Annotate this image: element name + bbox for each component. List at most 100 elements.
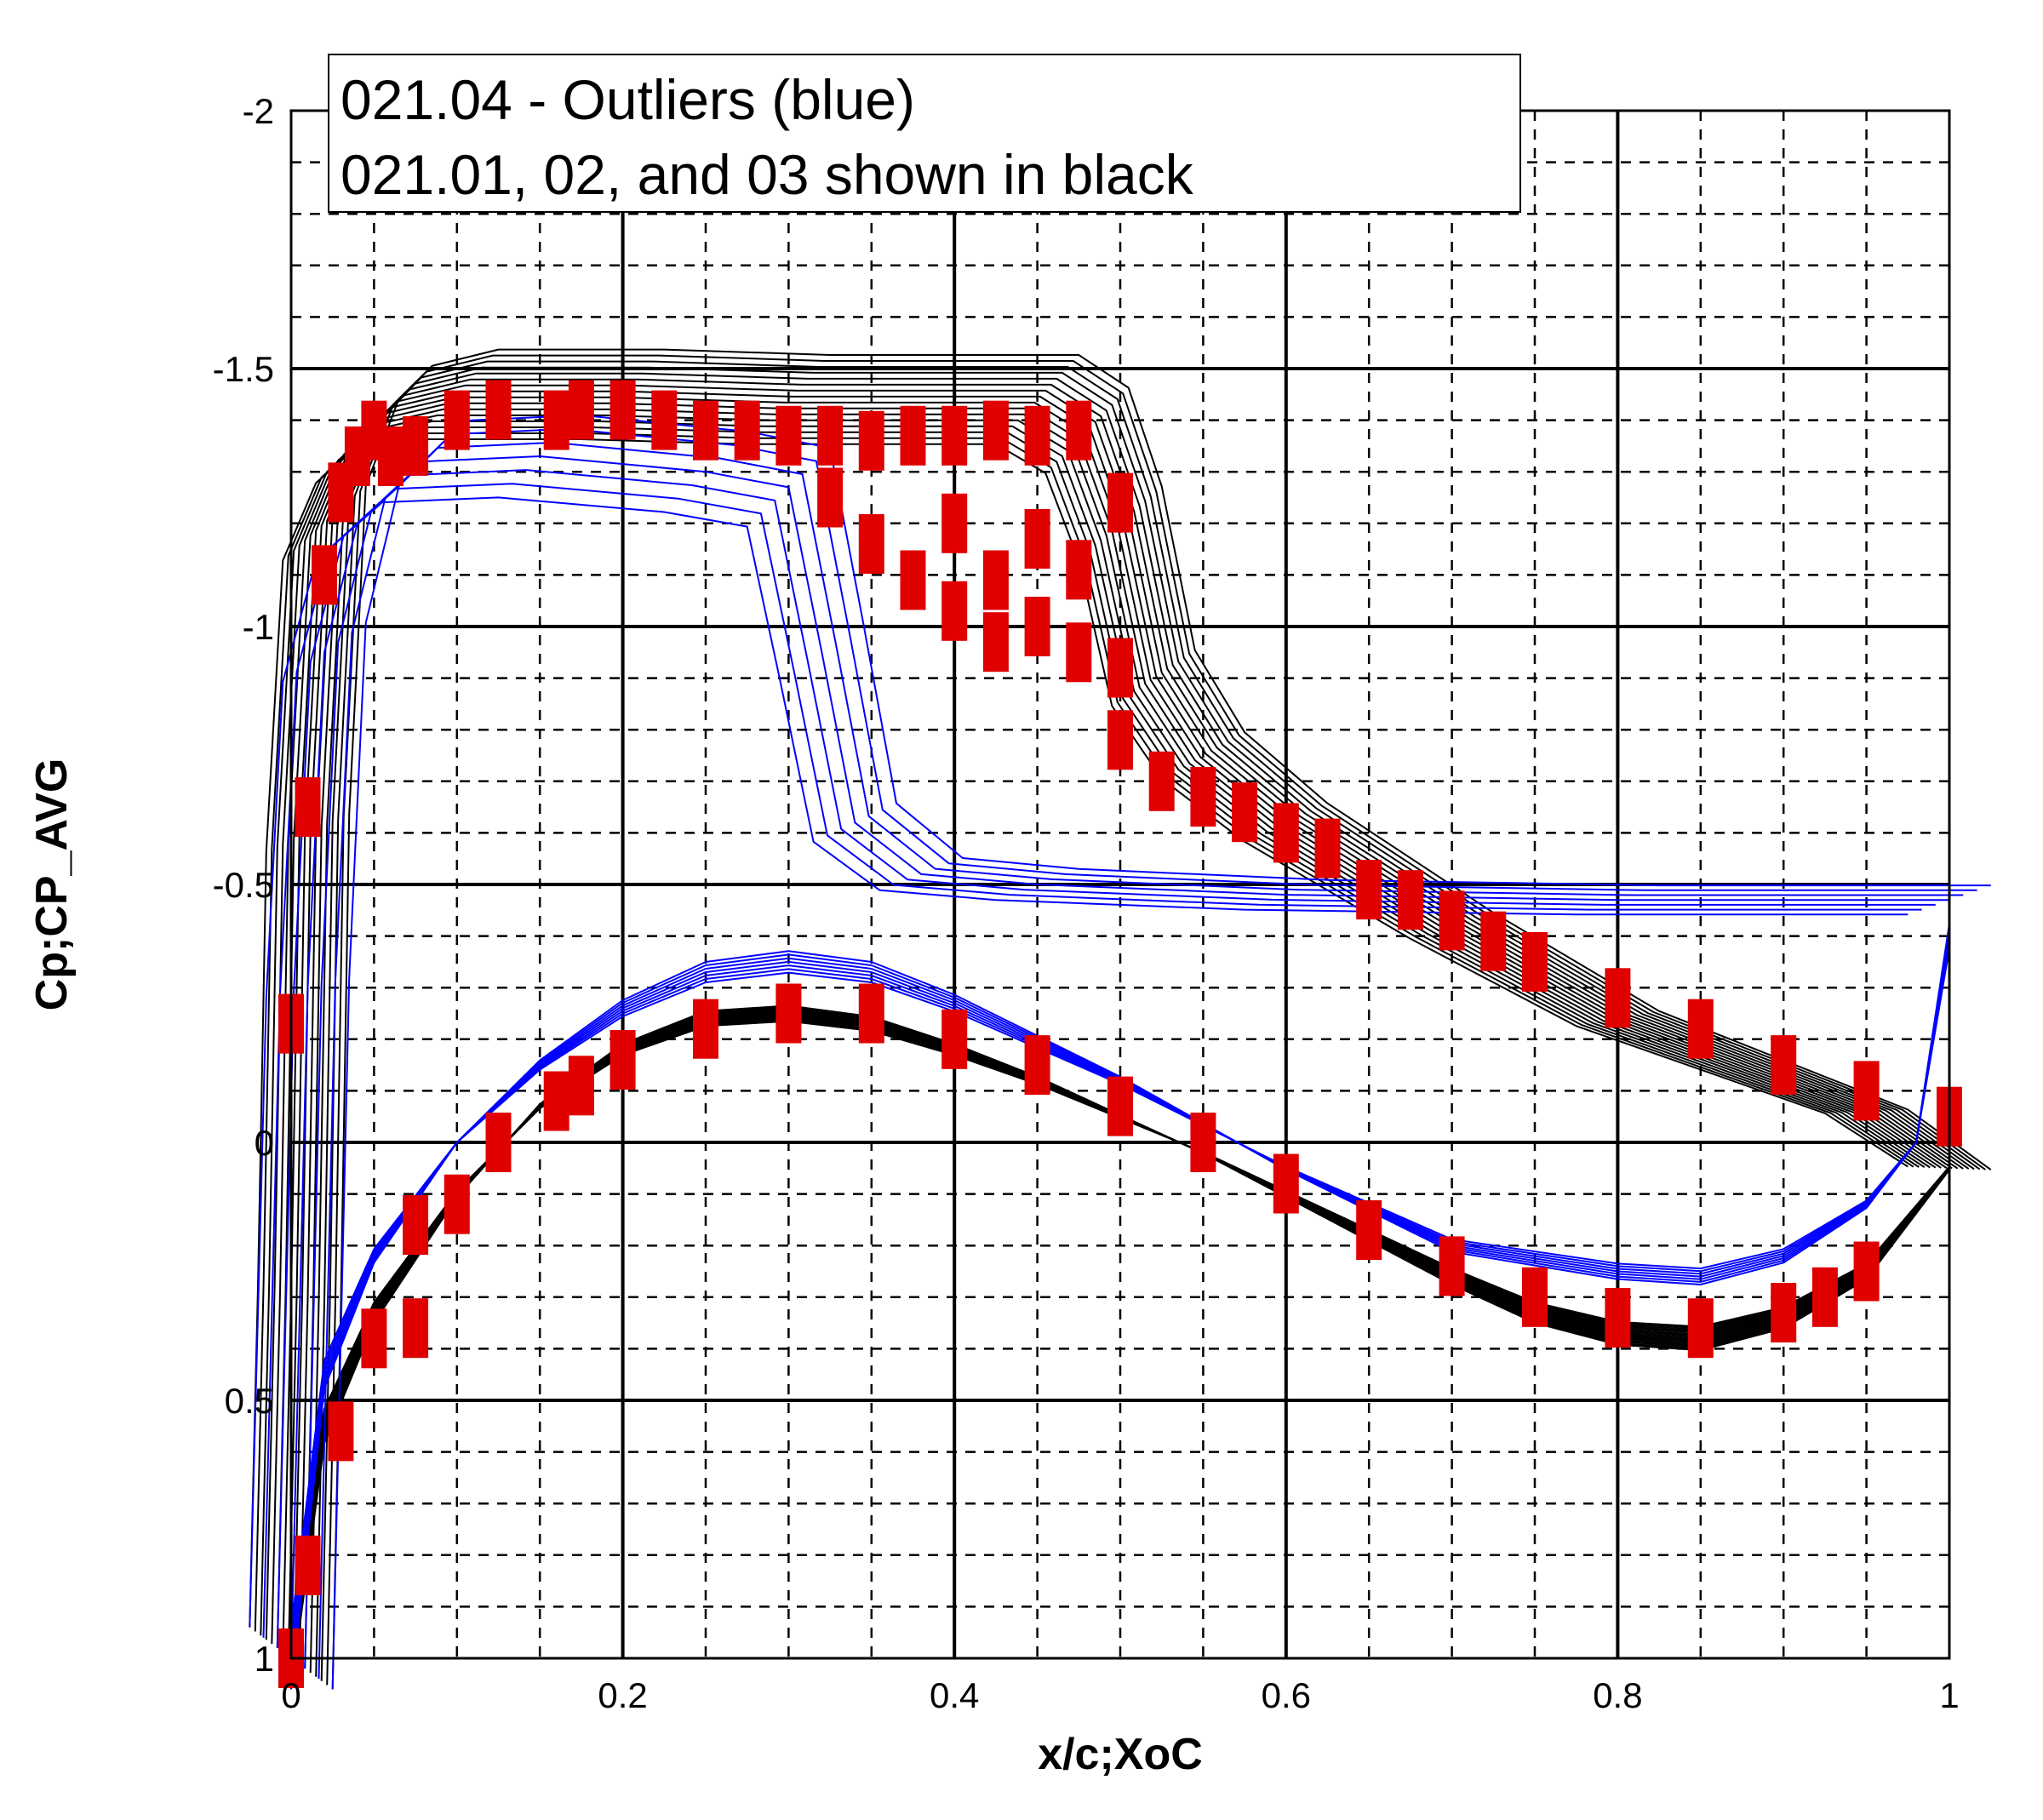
experiment-separated-marker bbox=[858, 514, 884, 574]
experiment-upper-marker bbox=[1232, 782, 1258, 843]
y-tick-label: -0.5 bbox=[213, 865, 274, 905]
experiment-upper-marker bbox=[568, 380, 594, 440]
experiment-lower-marker bbox=[693, 999, 718, 1059]
experiment-upper-marker bbox=[543, 390, 569, 450]
experiment-markers bbox=[278, 380, 1962, 1688]
experiment-separated-marker bbox=[1024, 509, 1050, 569]
experiment-separated-marker bbox=[941, 493, 968, 553]
experiment-lower-marker bbox=[1853, 1241, 1880, 1302]
experiment-lower-marker bbox=[1107, 1076, 1133, 1136]
experiment-separated-marker bbox=[1107, 472, 1133, 533]
experiment-upper-marker bbox=[651, 390, 678, 450]
x-axis-title: x/c;XoC bbox=[1038, 1730, 1203, 1779]
experiment-separated-marker bbox=[1066, 540, 1092, 600]
experiment-lower-marker bbox=[1356, 1200, 1382, 1260]
experiment-lower-marker bbox=[1771, 1283, 1797, 1342]
experiment-upper-marker bbox=[1522, 931, 1548, 992]
experiment-upper-marker bbox=[1273, 803, 1299, 863]
legend-line-2: 021.01, 02, and 03 shown in black bbox=[340, 143, 1194, 206]
experiment-upper-marker bbox=[1190, 767, 1216, 827]
series-line-blue-upper bbox=[318, 427, 1977, 1680]
series-line-black-upper bbox=[326, 354, 1986, 1686]
experiment-separated-marker bbox=[941, 581, 968, 641]
experiment-upper-marker bbox=[1605, 968, 1631, 1028]
x-tick-label: 0.8 bbox=[1593, 1675, 1642, 1715]
experiment-upper-marker bbox=[900, 405, 926, 466]
experiment-upper-marker bbox=[817, 405, 844, 466]
experiment-lower-marker bbox=[568, 1056, 594, 1116]
experiment-upper-marker bbox=[1356, 860, 1382, 920]
experiment-separated-marker bbox=[982, 612, 1009, 672]
experiment-lower-marker bbox=[1190, 1113, 1216, 1172]
experiment-lower-marker bbox=[1439, 1236, 1465, 1296]
ticks: 0 0.2 0.4 0.6 0.8 1 -2 -1.5 -1 -0.5 0 0.5 1 bbox=[213, 91, 1960, 1715]
experiment-lower-marker bbox=[1687, 1298, 1714, 1359]
experiment-upper-marker bbox=[1148, 751, 1175, 811]
legend-line-1: 021.04 - Outliers (blue) bbox=[340, 68, 915, 131]
experiment-upper-marker bbox=[609, 380, 636, 440]
series-line-blue-upper bbox=[304, 441, 1964, 1669]
experiment-upper-marker bbox=[1853, 1061, 1880, 1121]
experiment-upper-marker bbox=[1439, 890, 1465, 951]
experiment-lower-marker bbox=[543, 1071, 569, 1131]
experiment-lower-marker bbox=[1273, 1153, 1299, 1214]
y-tick-label: 0 bbox=[255, 1123, 274, 1163]
experiment-upper-marker bbox=[1480, 911, 1507, 971]
experiment-lower-marker bbox=[858, 983, 884, 1044]
series-line-black-upper bbox=[271, 414, 1931, 1645]
experiment-lower-marker bbox=[328, 1401, 354, 1462]
y-tick-label: -1.5 bbox=[213, 349, 274, 389]
y-axis-title: Cp;CP_AVG bbox=[27, 758, 77, 1011]
experiment-upper-marker bbox=[775, 405, 802, 466]
experiment-upper-marker bbox=[295, 777, 321, 838]
experiment-upper-marker bbox=[1771, 1035, 1797, 1096]
experiment-lower-marker bbox=[1811, 1267, 1838, 1327]
series-line-blue-upper bbox=[276, 469, 1936, 1648]
experiment-upper-marker bbox=[377, 426, 403, 486]
experiment-upper-marker bbox=[693, 400, 718, 461]
legend: 021.04 - Outliers (blue) 021.01, 02, and… bbox=[328, 54, 1521, 213]
experiment-upper-marker bbox=[1024, 405, 1050, 466]
series-line-blue-lower bbox=[290, 923, 1950, 1690]
grid bbox=[291, 111, 1949, 1658]
x-tick-label: 0.4 bbox=[930, 1675, 979, 1715]
experiment-upper-marker bbox=[1397, 870, 1423, 930]
experiment-lower-marker bbox=[941, 1009, 968, 1069]
series-line-blue-upper bbox=[290, 455, 1949, 1659]
x-tick-label: 0.6 bbox=[1262, 1675, 1311, 1715]
y-tick-label: -2 bbox=[243, 91, 274, 131]
series-line-black-upper bbox=[276, 408, 1937, 1648]
experiment-lower-marker bbox=[775, 983, 802, 1044]
experiment-lower-marker bbox=[361, 1308, 387, 1369]
experiment-lower-marker bbox=[444, 1174, 470, 1234]
experiment-upper-marker bbox=[403, 415, 429, 476]
experiment-upper-marker bbox=[444, 390, 470, 450]
experiment-separated-marker bbox=[817, 467, 844, 528]
experiment-lower-marker bbox=[485, 1113, 512, 1172]
experiment-separated-marker bbox=[982, 550, 1009, 610]
experiment-upper-marker bbox=[485, 380, 512, 440]
experiment-upper-marker bbox=[1314, 818, 1341, 879]
series-line-black-upper bbox=[265, 420, 1926, 1640]
x-tick-label: 0.2 bbox=[598, 1675, 647, 1715]
experiment-lower-marker bbox=[403, 1195, 429, 1255]
y-tick-label: 0.5 bbox=[225, 1381, 274, 1421]
experiment-lower-marker bbox=[295, 1535, 321, 1595]
y-tick-label: -1 bbox=[243, 607, 274, 647]
experiment-upper-marker bbox=[1066, 400, 1092, 461]
experiment-upper-marker bbox=[858, 410, 884, 471]
experiment-separated-marker bbox=[403, 1298, 429, 1359]
y-tick-label: 1 bbox=[255, 1639, 274, 1679]
experiment-lower-marker bbox=[1024, 1035, 1050, 1096]
experiment-upper-marker bbox=[941, 405, 968, 466]
x-tick-label: 1 bbox=[1939, 1675, 1959, 1715]
legend-box bbox=[328, 54, 1521, 213]
x-tick-label: 0 bbox=[281, 1675, 300, 1715]
experiment-separated-marker bbox=[1024, 597, 1050, 656]
series-line-blue-upper bbox=[249, 496, 1909, 1628]
experiment-upper-marker bbox=[1687, 999, 1714, 1059]
experiment-upper-marker bbox=[1107, 710, 1133, 770]
experiment-upper-marker bbox=[982, 400, 1009, 461]
